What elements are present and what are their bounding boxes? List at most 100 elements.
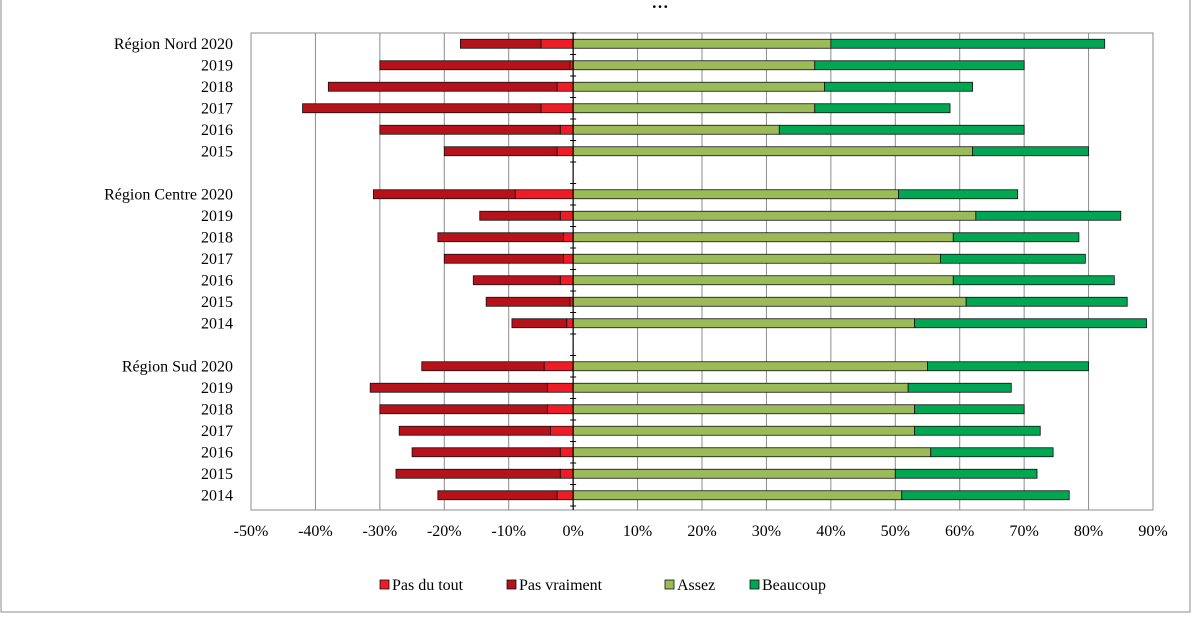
legend-swatch xyxy=(379,579,390,590)
bar-assez xyxy=(572,232,954,243)
bar-pas-vraiment xyxy=(443,253,564,264)
bar-assez xyxy=(572,210,977,221)
bar-pas-du-tout xyxy=(514,189,574,200)
bar-pas-vraiment xyxy=(369,382,548,393)
bar-assez xyxy=(572,103,816,114)
bar-pas-du-tout xyxy=(559,275,574,286)
bar-beaucoup xyxy=(939,253,1086,264)
bar-beaucoup xyxy=(814,60,1025,71)
bar-pas-du-tout xyxy=(540,38,574,49)
legend-label: Pas vraiment xyxy=(519,577,603,594)
bar-assez xyxy=(572,146,974,157)
year-label: 2016 xyxy=(201,444,233,461)
bar-pas-vraiment xyxy=(373,189,516,200)
x-tick-label: 10% xyxy=(623,523,652,540)
legend-item: Pas vraiment xyxy=(506,577,603,594)
legend-swatch xyxy=(664,579,675,590)
bar-beaucoup xyxy=(930,447,1054,458)
bar-pas-du-tout xyxy=(543,361,574,372)
bar-assez xyxy=(572,468,896,479)
bar-beaucoup xyxy=(965,296,1128,307)
x-tick-label: -40% xyxy=(298,523,333,540)
legend-swatch xyxy=(749,579,760,590)
year-label: 2014 xyxy=(201,315,233,332)
year-label: 2018 xyxy=(201,79,233,96)
bar-assez xyxy=(572,189,899,200)
x-tick-label: 50% xyxy=(881,523,910,540)
x-tick-label: 30% xyxy=(752,523,781,540)
bar-pas-vraiment xyxy=(437,490,558,501)
year-label: 2015 xyxy=(201,143,233,160)
bar-assez xyxy=(572,425,916,436)
bar-beaucoup xyxy=(914,318,1147,329)
bar-beaucoup xyxy=(907,382,1012,393)
bar-pas-du-tout xyxy=(559,210,574,221)
bar-assez xyxy=(572,318,916,329)
group-label: Région Sud 2020 xyxy=(122,358,233,375)
x-tick-label: 40% xyxy=(816,523,845,540)
bar-pas-du-tout xyxy=(563,253,574,264)
bar-pas-vraiment xyxy=(485,296,571,307)
bar-assez xyxy=(572,81,825,92)
year-label: 2015 xyxy=(201,466,233,483)
bar-pas-du-tout xyxy=(556,490,574,501)
bar-pas-du-tout xyxy=(546,382,574,393)
bar-beaucoup xyxy=(927,361,1089,372)
bar-beaucoup xyxy=(824,81,974,92)
chart-title-fragment: … xyxy=(652,0,669,12)
bar-assez xyxy=(572,447,932,458)
bar-beaucoup xyxy=(830,38,1106,49)
x-tick-label: 20% xyxy=(687,523,716,540)
year-label: 2017 xyxy=(201,251,233,268)
bar-pas-vraiment xyxy=(472,275,561,286)
bar-pas-du-tout xyxy=(540,103,574,114)
year-label: 2016 xyxy=(201,272,233,289)
year-label: 2017 xyxy=(201,100,233,117)
bar-beaucoup xyxy=(778,124,1025,135)
bar-assez xyxy=(572,124,780,135)
bar-beaucoup xyxy=(814,103,951,114)
year-label: 2017 xyxy=(201,423,233,440)
bar-pas-du-tout xyxy=(546,404,574,415)
legend-item: Beaucoup xyxy=(749,577,826,594)
bar-pas-vraiment xyxy=(443,146,558,157)
year-label: 2015 xyxy=(201,294,233,311)
bar-pas-vraiment xyxy=(327,81,558,92)
bar-assez xyxy=(572,60,816,71)
x-tick-label: 70% xyxy=(1009,523,1038,540)
legend-item: Assez xyxy=(664,577,715,594)
bar-beaucoup xyxy=(901,490,1070,501)
bar-pas-vraiment xyxy=(421,361,545,372)
bar-pas-du-tout xyxy=(559,124,574,135)
bar-pas-vraiment xyxy=(398,425,551,436)
group-label: Région Centre 2020 xyxy=(104,186,233,203)
bar-pas-du-tout xyxy=(559,468,574,479)
x-tick-label: -20% xyxy=(427,523,462,540)
bar-pas-vraiment xyxy=(379,404,548,415)
bar-assez xyxy=(572,275,954,286)
bar-assez xyxy=(572,361,928,372)
legend-label: Pas du tout xyxy=(392,577,464,594)
legend-layer: Pas du tout Pas vraiment Assez Beaucoup xyxy=(379,577,826,594)
x-tick-label: -30% xyxy=(363,523,398,540)
bar-assez xyxy=(572,296,967,307)
year-label: 2018 xyxy=(201,229,233,246)
bar-assez xyxy=(572,38,832,49)
bar-pas-vraiment xyxy=(511,318,568,329)
bar-pas-du-tout xyxy=(550,425,574,436)
year-label: 2019 xyxy=(201,380,233,397)
year-label: 2016 xyxy=(201,122,233,139)
bar-pas-du-tout xyxy=(566,318,574,329)
bar-beaucoup xyxy=(914,404,1025,415)
bar-beaucoup xyxy=(952,232,1080,243)
x-tick-label: 80% xyxy=(1074,523,1103,540)
category-layer: Région Nord 2020 2019 2018 2017 2016 2015 Régi… xyxy=(104,36,233,505)
x-tick-label: -10% xyxy=(491,523,526,540)
bar-pas-vraiment xyxy=(479,210,561,221)
bar-beaucoup xyxy=(914,425,1041,436)
x-tick-label: 90% xyxy=(1138,523,1167,540)
legend-label: Beaucoup xyxy=(762,577,826,594)
axis-layer xyxy=(570,32,577,510)
year-label: 2019 xyxy=(201,208,233,225)
